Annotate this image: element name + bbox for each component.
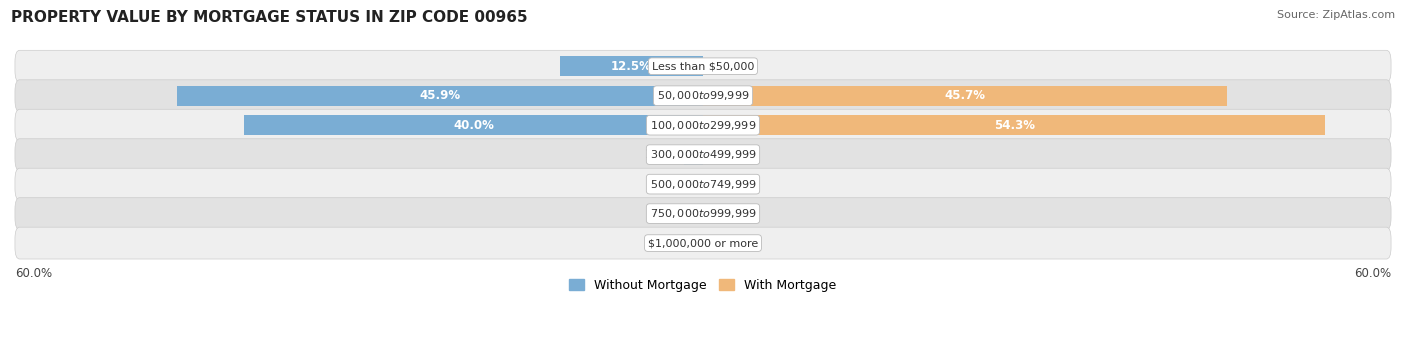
Text: 40.0%: 40.0% — [453, 119, 494, 132]
Text: $500,000 to $749,999: $500,000 to $749,999 — [650, 177, 756, 191]
Bar — [245, 115, 703, 135]
FancyBboxPatch shape — [15, 227, 1391, 259]
Text: 60.0%: 60.0% — [1354, 267, 1391, 280]
Text: 45.9%: 45.9% — [419, 89, 461, 102]
Text: 0.0%: 0.0% — [713, 60, 742, 73]
FancyBboxPatch shape — [15, 80, 1391, 112]
Text: 60.0%: 60.0% — [15, 267, 52, 280]
Text: 1.7%: 1.7% — [644, 148, 675, 161]
Text: $50,000 to $99,999: $50,000 to $99,999 — [657, 89, 749, 102]
Text: 0.0%: 0.0% — [664, 177, 693, 191]
Text: 0.0%: 0.0% — [713, 237, 742, 250]
Text: 0.0%: 0.0% — [713, 177, 742, 191]
Text: 0.0%: 0.0% — [713, 148, 742, 161]
Text: 45.7%: 45.7% — [945, 89, 986, 102]
Text: 12.5%: 12.5% — [612, 60, 652, 73]
Text: 0.0%: 0.0% — [713, 207, 742, 220]
Bar — [683, 144, 703, 165]
Bar — [560, 56, 703, 76]
Bar — [703, 115, 1326, 135]
Text: 54.3%: 54.3% — [994, 119, 1035, 132]
Text: Less than $50,000: Less than $50,000 — [652, 61, 754, 71]
Text: $750,000 to $999,999: $750,000 to $999,999 — [650, 207, 756, 220]
FancyBboxPatch shape — [15, 198, 1391, 230]
Bar — [177, 86, 703, 106]
Text: 0.0%: 0.0% — [664, 237, 693, 250]
FancyBboxPatch shape — [15, 109, 1391, 141]
FancyBboxPatch shape — [15, 50, 1391, 82]
FancyBboxPatch shape — [15, 139, 1391, 171]
Text: $100,000 to $299,999: $100,000 to $299,999 — [650, 119, 756, 132]
FancyBboxPatch shape — [15, 168, 1391, 200]
Bar — [703, 86, 1227, 106]
Text: Source: ZipAtlas.com: Source: ZipAtlas.com — [1277, 10, 1395, 20]
Text: PROPERTY VALUE BY MORTGAGE STATUS IN ZIP CODE 00965: PROPERTY VALUE BY MORTGAGE STATUS IN ZIP… — [11, 10, 527, 25]
Legend: Without Mortgage, With Mortgage: Without Mortgage, With Mortgage — [564, 274, 842, 297]
Text: $300,000 to $499,999: $300,000 to $499,999 — [650, 148, 756, 161]
Text: 0.0%: 0.0% — [664, 207, 693, 220]
Text: $1,000,000 or more: $1,000,000 or more — [648, 238, 758, 248]
